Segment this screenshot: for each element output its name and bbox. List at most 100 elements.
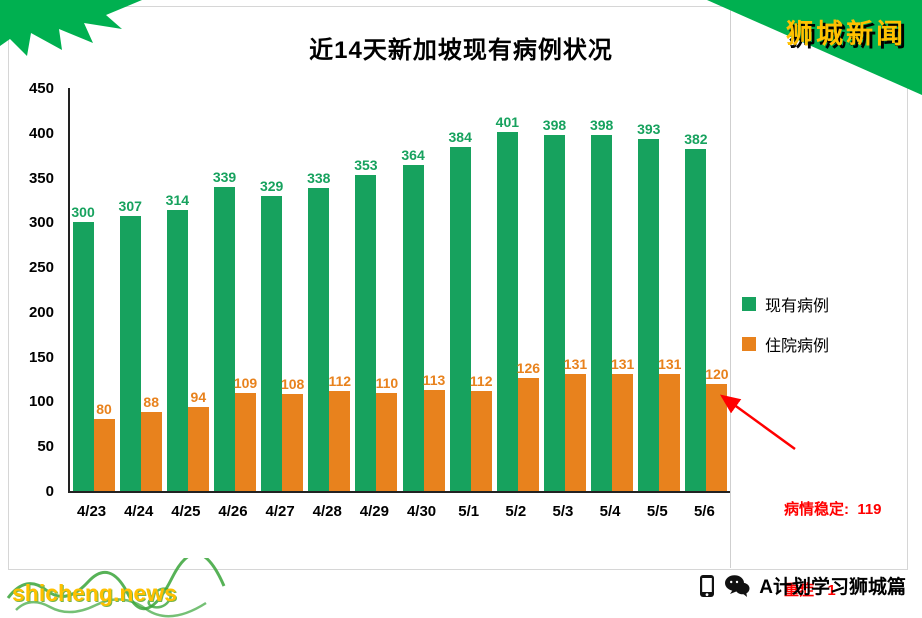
bar [638,139,660,491]
bar-column: 398 [543,118,566,491]
bar-column: 384 [449,130,472,491]
bar-group: 393 131 [637,122,681,491]
bar [119,216,141,491]
bar-value-label: 112 [328,372,352,389]
bar [659,373,681,491]
bar-group: 353 110 [354,156,399,491]
bar-value-label: 329 [259,178,284,195]
bar [564,373,586,491]
bar-column: 109 [233,375,258,491]
bar-group: 307 88 [118,198,162,491]
bar-column: 131 [658,357,681,491]
bar-column: 364 [401,148,425,491]
channel-name: A计划学习狮城篇 [759,577,906,598]
bar-group: 401 126 [495,113,541,491]
bar-column: 126 [516,360,541,491]
bar-value-label: 382 [684,130,708,147]
plot-right-border [730,6,731,568]
annotation: 病情稳定: 119 重症: 1 [784,442,882,618]
bars: 300 80 307 88 314 94 339 109 329 108 338 112 353 110 3… [70,88,730,491]
legend-swatch [742,337,756,351]
x-axis-tick-label: 4/26 [218,503,248,520]
bar-column: 307 [118,198,142,491]
bar-group: 398 131 [543,118,588,491]
bar-value-label: 109 [233,375,258,392]
watermark-text: shicheng.news [12,580,177,606]
channel-footer: A计划学习狮城篇 [699,572,906,599]
bar-value-label: 300 [71,204,95,221]
bar [449,147,471,491]
bar-column: 382 [684,130,708,491]
x-axis-tick-label: 4/29 [359,503,389,520]
bar-value-label: 94 [190,388,207,405]
legend-item: 住院病例 [742,332,829,356]
corner-decoration-top-left [0,0,142,56]
x-axis-tick-label: 4/30 [406,503,437,520]
bar [376,392,398,491]
bar-column: 338 [307,171,330,491]
bar [612,373,634,491]
bar-column: 112 [328,372,352,491]
y-axis-tick-label: 300 [28,214,54,232]
x-axis-tick-label: 4/28 [312,503,342,520]
corner-decoration-top-right [707,0,922,95]
bar-value-label: 339 [212,169,237,186]
bar-value-label: 353 [354,156,378,173]
bar [213,187,235,491]
bar-column: 353 [354,156,378,491]
bar-value-label: 314 [165,191,190,208]
bar-value-label: 307 [118,198,142,215]
bar [591,134,613,491]
legend-item: 现有病例 [742,292,829,316]
plot-area: 0 50 100 150 200 250 300 350 400 450 300 80 307 88 31… [29,81,730,499]
x-axis-tick-label: 4/25 [171,503,201,520]
y-axis: 0 50 100 150 200 250 300 350 400 450 [14,81,62,499]
bar-column: 112 [470,374,492,491]
y-axis-tick-label: 350 [28,169,54,187]
x-axis-tick-label: 5/1 [458,503,480,520]
y-axis-tick-label: 50 [37,438,54,456]
chart-title: 近14天新加坡现有病例状况 [309,37,613,64]
bar-value-label: 131 [610,355,635,372]
bar-group: 339 109 [212,169,258,491]
bar-column: 94 [187,388,209,491]
bar [93,419,115,491]
y-axis-tick-label: 150 [28,348,54,366]
bar-group: 384 112 [449,130,492,491]
legend: 现有病例 住院病例 [742,292,829,356]
legend-label: 现有病例 [765,298,830,315]
bar-column: 113 [422,371,446,491]
bar [685,148,707,491]
bar [517,378,539,491]
bar-column: 80 [93,402,115,491]
annotation-line-severe: 重症: 1 [784,582,836,599]
x-axis: 4/23 4/24 4/25 4/26 4/27 4/28 4/29 4/30 5/1 5/2 5/… [68,503,728,520]
bar [187,406,209,491]
bar-column: 329 [259,178,284,491]
bar-value-label: 131 [563,355,588,372]
bar-group: 314 94 [165,191,209,491]
bar-value-label: 110 [375,374,399,391]
bar-column: 300 [71,204,95,491]
bar-value-label: 88 [143,394,159,411]
legend-swatch [742,297,756,311]
bar-value-label: 113 [422,371,446,388]
bar-column: 120 [705,367,729,491]
bar-column: 401 [495,113,520,491]
bar-group: 382 120 [684,130,729,491]
bar-value-label: 401 [495,113,520,130]
bar-group: 364 113 [401,148,446,491]
bar-group: 300 80 [71,204,115,491]
x-axis-tick-label: 4/27 [265,503,295,520]
wechat-icon [724,574,750,598]
bar [72,222,94,491]
bar-column: 314 [165,191,190,491]
x-axis-tick-label: 5/2 [505,503,527,520]
legend-label: 住院病例 [765,338,830,355]
brand-label: 狮城新闻 [786,19,906,49]
bar-column: 393 [637,122,660,491]
green-scribble-decoration [6,558,226,618]
y-axis-tick-label: 450 [28,80,54,97]
bar-value-label: 126 [516,360,541,377]
